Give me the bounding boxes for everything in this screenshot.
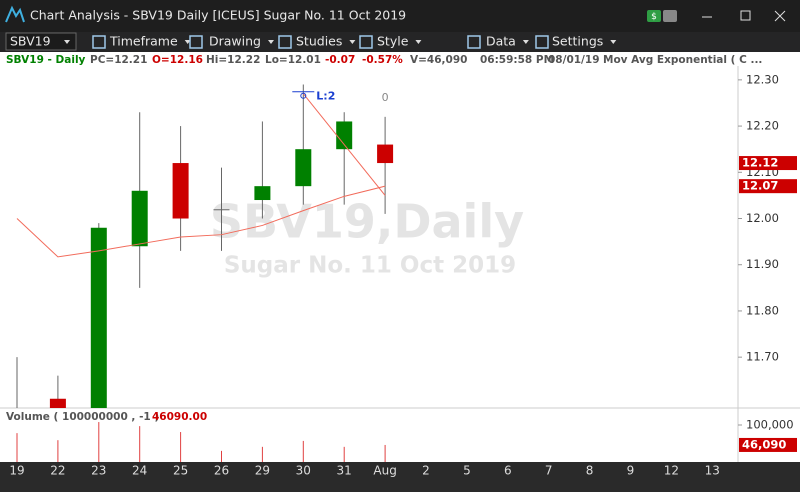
watermark-subtitle: Sugar No. 11 Oct 2019 (224, 253, 516, 279)
trendline-anchor (300, 92, 307, 99)
menu-item[interactable]: Timeframe (109, 34, 178, 49)
chart-area (0, 52, 800, 462)
x-tick-label: 23 (91, 464, 106, 478)
menu-icon (92, 35, 106, 49)
info-item: PC=12.21 (90, 54, 147, 66)
y-tick-label: 11.70 (746, 350, 779, 364)
volume-legend-value: 46090.00 (152, 411, 207, 423)
ma-tag: 12.07 (742, 179, 778, 193)
maximize-button[interactable] (740, 10, 751, 21)
close-button[interactable] (774, 10, 786, 22)
x-tick-label: 5 (463, 464, 471, 478)
x-tick-label: 13 (705, 464, 720, 478)
x-tick-label: 7 (545, 464, 553, 478)
y-tick-label: 12.20 (746, 119, 779, 133)
info-bar: SBV19 - Daily PC=12.21 O=12.16 Hi=12.22 Lo=1… (6, 54, 762, 66)
info-item: Mov Avg Exponential ( C ... (603, 54, 762, 66)
x-tick-label: 6 (504, 464, 512, 478)
info-item: 08/01/19 (548, 54, 600, 66)
y-tick-label: 12.30 (746, 72, 779, 86)
last-close-tag: 12.12 (742, 156, 778, 170)
menu-item[interactable]: Style (377, 34, 409, 49)
x-tick-label: 2 (422, 464, 430, 478)
dropdown-arrow (610, 40, 617, 44)
dropdown-arrow (184, 40, 191, 44)
menu-item[interactable]: Drawing (209, 34, 261, 49)
info-item: Lo=12.01 (265, 54, 321, 66)
menu-item[interactable]: Studies (296, 34, 342, 49)
candle-body (254, 186, 271, 201)
info-item: O=12.16 (152, 54, 203, 66)
last-close-tag-bg (739, 156, 797, 171)
count-label: 0 (382, 91, 389, 104)
x-axis-strip (0, 462, 800, 492)
y-tick-label: 11.80 (746, 303, 779, 317)
candle-body (377, 144, 394, 164)
trendline (302, 93, 386, 196)
candle-body (336, 121, 353, 150)
x-tick-label: 8 (586, 464, 594, 478)
badge[interactable] (647, 10, 661, 22)
menu-icon (467, 35, 481, 49)
x-tick-label: 9 (627, 464, 635, 478)
candle-body (49, 398, 66, 408)
info-item: V=46,090 (410, 54, 467, 66)
volume-title: Volume ( 100000000 , -1 ) (6, 411, 159, 423)
x-tick-label: Aug (373, 464, 396, 478)
watermark: SBV19,Daily (210, 195, 524, 249)
x-tick-label: 24 (132, 464, 147, 478)
x-tick-label: 19 (9, 464, 24, 478)
dropdown-arrow (415, 40, 422, 44)
y-tick-label: 11.90 (746, 257, 779, 271)
dropdown-arrow (522, 40, 529, 44)
menu-icon (535, 35, 549, 49)
trendline-label: L:2 (316, 90, 335, 103)
symbol: SBV19 (10, 34, 51, 49)
menu-icon (278, 35, 292, 49)
menu-icon (189, 35, 203, 49)
menu-item[interactable]: Settings (552, 34, 603, 49)
info-item: -0.07 (325, 54, 355, 66)
x-tick-label: 29 (255, 464, 270, 478)
x-tick-label: 31 (337, 464, 352, 478)
ma-tag-bg (739, 179, 797, 194)
badge-2[interactable] (663, 10, 677, 22)
info-item: 06:59:58 PM (480, 54, 554, 66)
menu-icon (359, 35, 373, 49)
toolbar-menus: Timeframe Drawing Studies Style Data Settings (92, 34, 617, 49)
toolbar (0, 32, 800, 52)
badge-text: $ (651, 12, 657, 22)
x-tick-label: 25 (173, 464, 188, 478)
volume-tag: 46,090 (742, 437, 786, 451)
info-item: Hi=12.22 (206, 54, 260, 66)
price-panel (16, 84, 394, 408)
app-icon (5, 5, 25, 23)
y-tick-label: 12.00 (746, 211, 779, 225)
x-tick-label: 12 (664, 464, 679, 478)
candle-body (295, 149, 312, 187)
moving-average (16, 185, 386, 258)
dropdown-arrow (267, 40, 274, 44)
x-tick-label: 22 (50, 464, 65, 478)
window-title: Chart Analysis - SBV19 Daily [ICEUS] Sug… (30, 8, 406, 23)
candle-body (172, 163, 189, 219)
candle-body (90, 227, 107, 408)
dropdown-arrow (349, 40, 356, 44)
info-item: -0.57% (362, 54, 403, 66)
y-tick-label: 100,000 (746, 418, 794, 432)
x-tick-label: 30 (296, 464, 311, 478)
candle-body (213, 209, 230, 211)
candle-body (131, 190, 148, 247)
symbol-box[interactable] (5, 32, 77, 51)
info-item: SBV19 - Daily (6, 54, 86, 66)
dropdown-arrow (64, 40, 70, 44)
x-tick-label: 26 (214, 464, 229, 478)
menu-item[interactable]: Data (486, 34, 516, 49)
volume-tag-bg (739, 437, 797, 452)
